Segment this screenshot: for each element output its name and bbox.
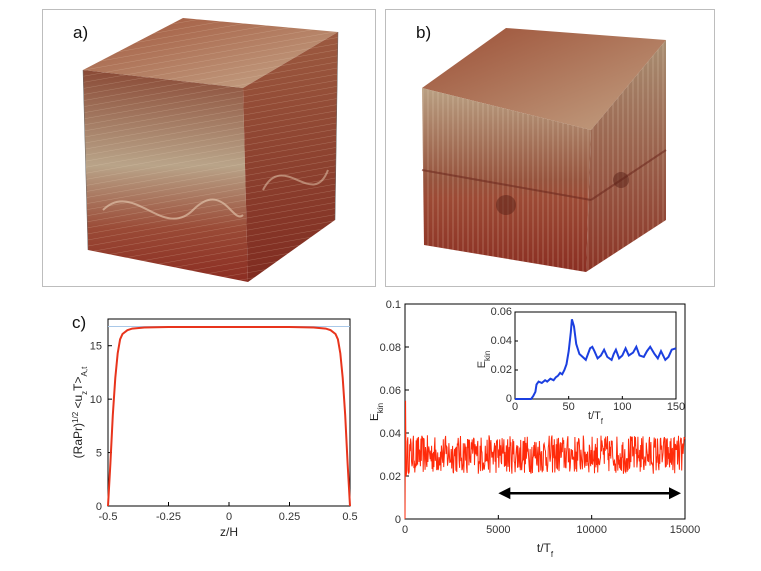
chart-d-arrow-head-left <box>498 487 511 500</box>
chart-d-xtick-label: 5000 <box>486 524 510 536</box>
chart-d-inset-xtick-label: 50 <box>563 401 575 413</box>
chart-d-ytick-label: 0.08 <box>380 342 401 354</box>
panel-a-render <box>82 18 339 282</box>
chart-d-series-line <box>404 400 686 520</box>
chart-d-inset-ytick-label: 0.06 <box>491 306 512 318</box>
chart-d-ylabel: Ekin <box>370 403 385 421</box>
chart-d-inset-xtick-label: 100 <box>613 401 631 413</box>
chart-d-arrow-head-right <box>669 487 681 500</box>
chart-d-xtick-label: 0 <box>402 524 408 536</box>
chart-c-ytick-label: 5 <box>96 448 102 460</box>
chart-c-xtick-label: 0.5 <box>342 511 357 523</box>
chart-d-xlabel-part: f <box>551 550 554 559</box>
chart-d-inset-series-line <box>515 319 677 400</box>
chart-d-inset-ylabel-part: kin <box>483 351 492 361</box>
panel-a-label: a) <box>73 23 89 42</box>
chart-c-ylabel-part: T> <box>71 376 85 390</box>
chart-d-inset-ylabel-part: E <box>476 361 488 368</box>
chart-d-ylabel-part: kin <box>376 403 385 413</box>
chart-c-ytick-label: 0 <box>96 501 102 513</box>
chart-c-ylabel: (RaPr)1/2 <uzT>A,t <box>71 366 89 458</box>
chart-d-xtick-label: 15000 <box>670 524 701 536</box>
chart-d-inset-xlabel-part: f <box>601 417 604 426</box>
chart-d-inset-ytick-label: 0.04 <box>491 335 512 347</box>
chart-d-inset-xlabel: t/Tf <box>588 410 604 426</box>
chart-c-axes-box <box>107 318 351 507</box>
chart-d-ytick-label: 0 <box>395 514 401 526</box>
panel-c-label: c) <box>72 313 87 332</box>
chart-d-inset-xtick-label: 150 <box>667 401 685 413</box>
chart-d-ytick-label: 0.1 <box>386 300 401 311</box>
chart-c-ytick-label: 15 <box>90 341 102 353</box>
chart-c-xtick-label: 0.25 <box>279 511 300 523</box>
panel-b-label: b) <box>416 23 432 42</box>
chart-c-ytick-label: 10 <box>90 394 102 406</box>
chart-c-ylabel-part: <u <box>71 395 85 412</box>
chart-d: 05000100001500000.020.040.060.080.1t/TfE… <box>370 300 701 559</box>
chart-d-xlabel-part: t/T <box>537 541 552 555</box>
chart-d-inset-ytick-label: 0.02 <box>491 364 512 376</box>
chart-c-ylabel-part: A,t <box>80 366 89 377</box>
chart-c-xtick-label: -0.25 <box>156 511 181 523</box>
panel-b-frame: b) <box>385 9 715 287</box>
chart-c-ylabel-part: z <box>80 391 89 395</box>
chart-d-ytick-label: 0.06 <box>380 385 401 397</box>
chart-d-inset-xlabel-part: t/T <box>588 410 601 422</box>
chart-c: -0.5 -0.25 0 0.25 0.5 0 5 10 15 z/H (RaPr)1/2 <uzT… <box>71 318 358 539</box>
chart-d-inset-ylabel: Ekin <box>476 351 492 369</box>
chart-d-xtick-label: 10000 <box>576 524 607 536</box>
chart-d-ytick-label: 0.02 <box>380 471 401 483</box>
chart-c-ylabel-part: (RaPr) <box>71 423 85 458</box>
chart-c-ylabel-part: 1/2 <box>71 411 80 423</box>
chart-d-ylabel-part: E <box>370 413 381 421</box>
chart-d-inset-ytick-label: 0 <box>506 393 512 405</box>
chart-c-xtick-label: 0 <box>226 511 232 523</box>
chart-c-xlabel: z/H <box>220 525 238 539</box>
chart-d-ytick-label: 0.04 <box>380 428 401 440</box>
panel-a-frame: a) <box>42 9 376 287</box>
chart-d-xlabel: t/Tf <box>537 541 554 559</box>
chart-d-inset-xtick-label: 0 <box>512 401 518 413</box>
chart-c-series-line <box>107 326 351 507</box>
chart-c-xtick-label: -0.5 <box>99 511 118 523</box>
panel-b-render <box>421 28 667 272</box>
